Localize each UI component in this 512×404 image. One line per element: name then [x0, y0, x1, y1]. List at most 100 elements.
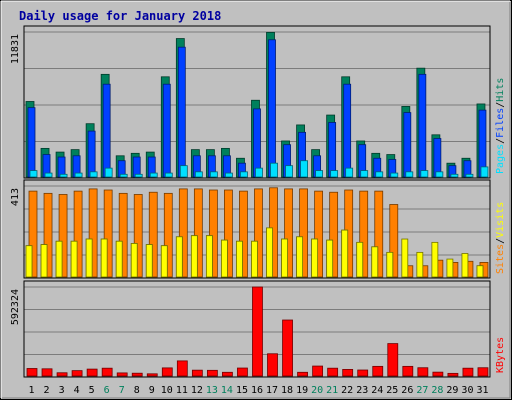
chart-title: Daily usage for January 2018	[19, 9, 221, 23]
bar-sites	[88, 188, 98, 278]
bar-kbytes	[237, 367, 248, 377]
bar-files	[328, 122, 337, 178]
x-tick-label: 30	[461, 385, 473, 396]
x-tick-label: 8	[134, 385, 140, 396]
bar-sites	[58, 194, 68, 278]
bar-visits	[100, 238, 108, 278]
bar-kbytes	[191, 369, 203, 377]
bar-pages	[59, 173, 68, 178]
bar-kbytes	[116, 372, 128, 377]
bar-sites	[239, 190, 248, 278]
bar-kbytes	[387, 343, 399, 377]
bar-kbytes	[56, 372, 68, 377]
bar-kbytes	[402, 365, 414, 377]
x-tick-label: 16	[251, 385, 263, 396]
bar-files	[433, 138, 442, 178]
bar-visits	[401, 238, 409, 278]
bar-pages	[164, 172, 173, 178]
bar-pages	[300, 160, 308, 178]
bar-kbytes	[131, 372, 143, 377]
bar-pages	[450, 173, 459, 178]
bar-pages	[225, 172, 233, 178]
bar-visits	[311, 238, 319, 278]
bar-visits	[371, 246, 379, 278]
bar-kbytes	[176, 360, 188, 377]
bar-kbytes	[327, 367, 339, 377]
bar-visits	[221, 239, 228, 278]
bar-kbytes	[146, 373, 158, 377]
x-tick-label: 6	[104, 385, 110, 396]
x-tick-label: 17	[266, 385, 278, 396]
bar-pages	[285, 165, 293, 178]
legend-separator: /	[495, 102, 506, 108]
bar-pages	[465, 173, 474, 178]
bar-kbytes	[477, 367, 489, 377]
bar-files	[87, 130, 96, 178]
bar-sites	[73, 190, 83, 278]
bar-pages	[390, 172, 399, 178]
bar-sites	[163, 192, 173, 278]
bar-files	[268, 39, 276, 178]
bar-pages	[420, 170, 429, 178]
legend-item-visits: Visits	[495, 202, 506, 238]
bar-sites	[224, 189, 233, 278]
bar-pages	[240, 171, 248, 178]
bar-kbytes	[447, 372, 459, 377]
bar-pages	[209, 171, 218, 178]
bar-pages	[405, 171, 414, 178]
bar-pages	[360, 170, 369, 178]
bar-kbytes	[41, 368, 53, 377]
bar-sites	[359, 190, 369, 278]
bar-visits	[326, 239, 334, 278]
x-tick-label: 12	[191, 385, 203, 396]
bar-pages	[435, 171, 444, 178]
bar-pages	[104, 167, 113, 178]
bar-visits	[145, 244, 153, 278]
bar-visits	[25, 245, 33, 278]
bar-visits	[251, 240, 258, 278]
bar-kbytes	[342, 369, 354, 377]
bar-sites	[178, 188, 188, 278]
bar-pages	[149, 172, 158, 178]
bar-files	[27, 107, 36, 178]
y-max-label-hits-files-pages: 11831	[10, 34, 21, 64]
x-tick-label: 4	[74, 385, 80, 396]
bar-files	[343, 83, 352, 178]
bar-files	[102, 83, 111, 178]
bar-visits	[356, 241, 364, 278]
bar-visits	[461, 253, 469, 278]
x-tick-label: 7	[119, 385, 125, 396]
bar-sites	[103, 189, 113, 278]
legend-item-files: Files	[495, 108, 506, 138]
bar-visits	[130, 243, 138, 278]
bar-visits	[190, 235, 198, 278]
bar-kbytes	[267, 353, 278, 377]
bar-kbytes	[417, 367, 429, 377]
bar-visits	[431, 241, 439, 278]
x-tick-label: 15	[236, 385, 248, 396]
bar-pages	[345, 167, 354, 178]
bar-pages	[29, 170, 38, 178]
x-tick-label: 14	[221, 385, 233, 396]
bar-visits	[341, 229, 349, 278]
bar-kbytes	[312, 365, 324, 377]
bar-kbytes	[26, 368, 38, 377]
bar-pages	[74, 172, 83, 178]
bar-kbytes	[462, 367, 474, 377]
bar-kbytes	[101, 367, 113, 377]
x-tick-label: 13	[206, 385, 218, 396]
bar-pages	[270, 162, 278, 178]
x-tick-label: 20	[311, 385, 323, 396]
bar-visits	[446, 258, 454, 278]
legend-visits-sites: Sites/Visits	[495, 202, 506, 274]
legend-item-kbytes: KBytes	[495, 337, 506, 373]
y-max-label-kbytes: 592324	[10, 289, 21, 325]
bar-visits	[476, 265, 484, 278]
bar-pages	[134, 173, 143, 178]
bar-pages	[480, 166, 489, 178]
x-tick-label: 18	[281, 385, 293, 396]
bar-pages	[375, 171, 384, 178]
bar-pages	[330, 170, 339, 178]
bar-kbytes	[372, 365, 384, 377]
